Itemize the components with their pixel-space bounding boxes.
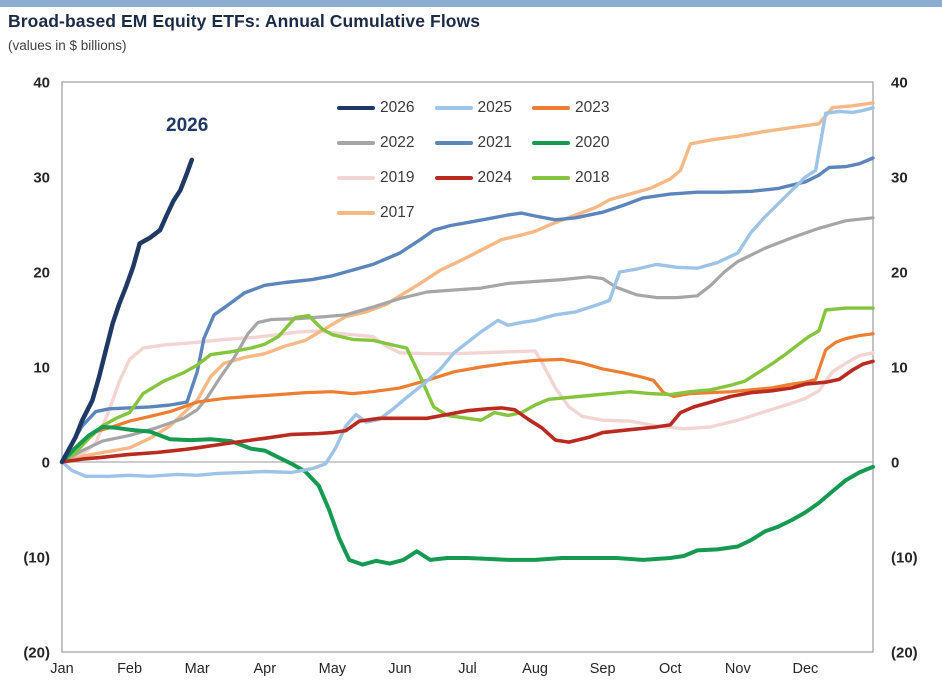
series-line-2018 xyxy=(60,306,875,464)
chart-title: Broad-based EM Equity ETFs: Annual Cumul… xyxy=(8,11,481,31)
legend-swatch-2026 xyxy=(337,106,375,110)
x-axis-label-Dec: Dec xyxy=(793,661,819,677)
x-axis-label-Nov: Nov xyxy=(725,661,752,677)
legend-label-2021: 2021 xyxy=(477,134,512,152)
series-line-2021 xyxy=(60,156,875,464)
legend-label-2020: 2020 xyxy=(575,134,610,152)
y-axis-label-left-(20): (20) xyxy=(23,645,50,662)
legend-swatch-2021 xyxy=(434,141,473,145)
legend-entry-2018: 2018 xyxy=(532,168,609,188)
x-axis-label-Aug: Aug xyxy=(522,661,548,677)
legend-swatch-2023 xyxy=(532,106,570,110)
legend-label-2023: 2023 xyxy=(575,99,610,117)
x-axis-label-Sep: Sep xyxy=(590,661,616,677)
y-axis-label-left-0: 0 xyxy=(42,455,50,472)
legend-entry-2017: 2017 xyxy=(337,203,414,223)
x-axis-label-May: May xyxy=(319,661,347,677)
series-line-2023 xyxy=(60,332,875,464)
x-axis-label-Apr: Apr xyxy=(253,661,276,677)
y-axis-label-right-40: 40 xyxy=(891,75,908,92)
series-line-2019 xyxy=(60,329,875,464)
legend-entry-2026: 2026 xyxy=(337,98,414,118)
legend-entry-2024: 2024 xyxy=(434,168,512,188)
series-line-2025 xyxy=(60,105,875,478)
plot-border xyxy=(61,81,874,653)
x-axis-label-Jul: Jul xyxy=(458,661,477,677)
series-line-2024 xyxy=(60,359,875,464)
y-axis-label-right-10: 10 xyxy=(891,360,908,377)
x-axis-label-Jun: Jun xyxy=(388,661,411,677)
legend-swatch-2022 xyxy=(337,141,375,145)
series-line-2020 xyxy=(60,424,875,567)
y-axis-label-left-40: 40 xyxy=(33,75,50,92)
y-axis-label-right-(10): (10) xyxy=(891,550,918,567)
legend-entry-2023: 2023 xyxy=(532,98,609,118)
y-axis-label-left-(10): (10) xyxy=(23,550,50,567)
legend-entry-2021: 2021 xyxy=(434,133,512,153)
x-axis-label-Jan: Jan xyxy=(50,661,73,677)
legend-entry-2019: 2019 xyxy=(337,168,414,188)
legend-entry-2020: 2020 xyxy=(532,133,609,153)
legend-swatch-2024 xyxy=(434,176,473,180)
y-axis-label-right-30: 30 xyxy=(891,170,908,187)
legend-label-2022: 2022 xyxy=(380,134,415,152)
top-accent-bar xyxy=(0,0,942,7)
legend-label-2026: 2026 xyxy=(380,99,415,117)
x-axis-label-Oct: Oct xyxy=(659,661,682,677)
x-axis-label-Feb: Feb xyxy=(117,661,142,677)
legend-swatch-2017 xyxy=(337,211,375,215)
legend-entry-2025: 2025 xyxy=(434,98,512,118)
y-axis-label-right-0: 0 xyxy=(891,455,899,472)
x-axis-label-Mar: Mar xyxy=(185,661,210,677)
y-axis-label-left-20: 20 xyxy=(33,265,50,282)
legend-label-2017: 2017 xyxy=(380,204,415,222)
legend-swatch-2025 xyxy=(434,106,473,110)
series-line-2026 xyxy=(59,157,195,465)
y-axis-label-left-10: 10 xyxy=(33,360,50,377)
legend-swatch-2020 xyxy=(532,141,570,145)
y-axis-label-right-(20): (20) xyxy=(891,645,918,662)
legend-label-2018: 2018 xyxy=(575,169,610,187)
legend-entry-2022: 2022 xyxy=(337,133,414,153)
legend-label-2025: 2025 xyxy=(477,99,512,117)
chart-subtitle: (values in $ billions) xyxy=(8,38,127,53)
legend-label-2019: 2019 xyxy=(380,169,415,187)
y-axis-label-left-30: 30 xyxy=(33,170,50,187)
series-annotation-2026: 2026 xyxy=(166,115,209,136)
legend-swatch-2018 xyxy=(532,176,570,180)
series-line-2017 xyxy=(60,101,875,464)
series-line-2022 xyxy=(60,216,875,464)
legend-swatch-2019 xyxy=(337,176,375,180)
legend-label-2024: 2024 xyxy=(477,169,512,187)
y-axis-label-right-20: 20 xyxy=(891,265,908,282)
